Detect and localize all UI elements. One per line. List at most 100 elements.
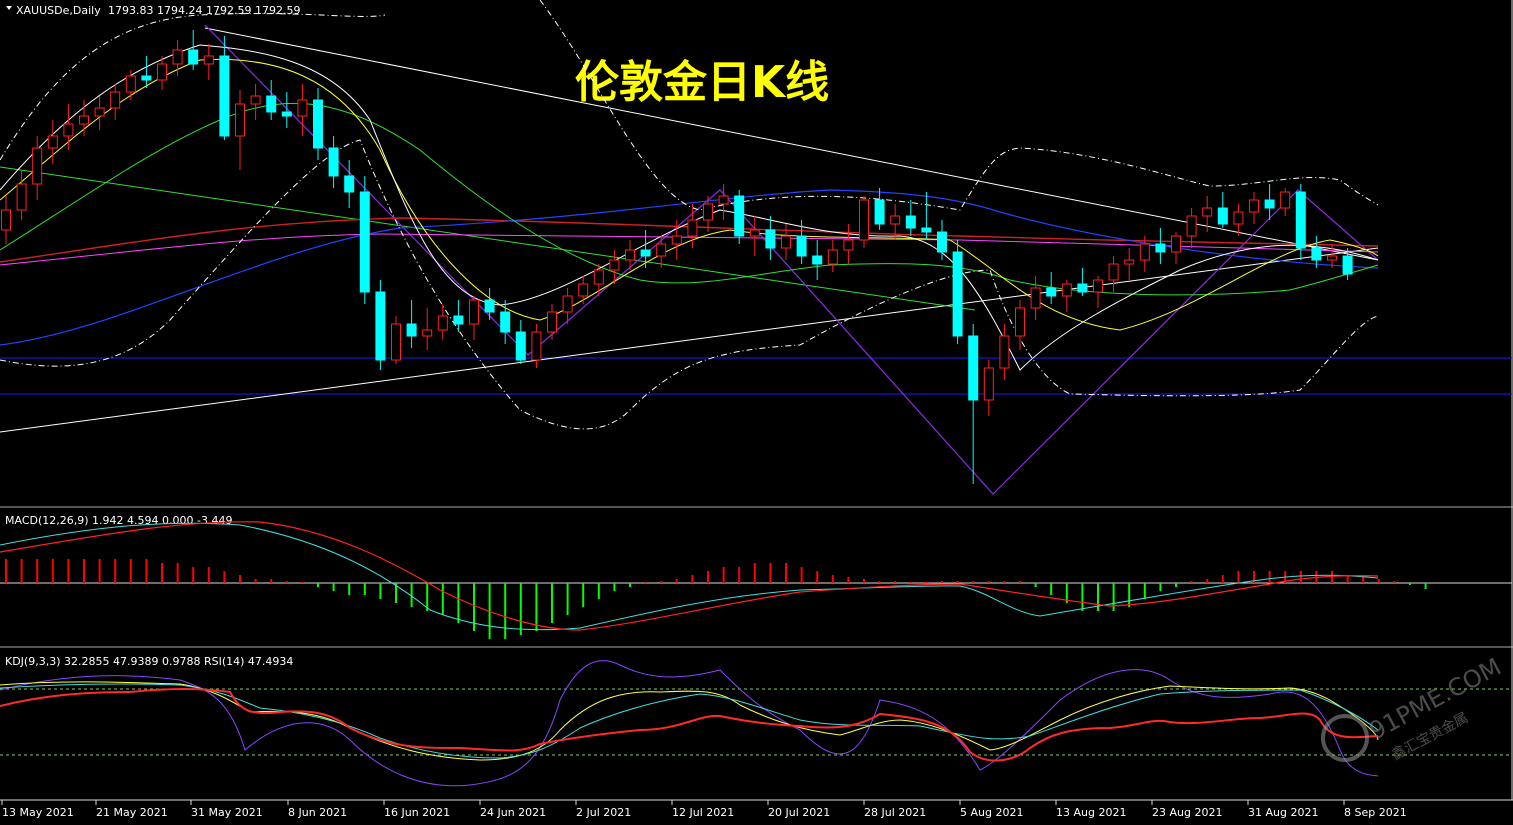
time-axis-label: 20 Jul 2021 bbox=[768, 806, 830, 819]
candle[interactable] bbox=[874, 188, 885, 230]
candle[interactable] bbox=[1139, 236, 1150, 272]
candle[interactable] bbox=[1327, 244, 1337, 268]
candle[interactable] bbox=[32, 136, 43, 200]
candle[interactable] bbox=[79, 100, 89, 136]
candle[interactable] bbox=[359, 176, 370, 304]
candle[interactable] bbox=[937, 220, 947, 260]
candle[interactable] bbox=[843, 224, 854, 264]
candle-body bbox=[734, 195, 745, 237]
candle[interactable] bbox=[1202, 196, 1213, 232]
macd-histogram bbox=[5, 559, 1427, 639]
candle[interactable] bbox=[219, 36, 230, 140]
candle[interactable] bbox=[313, 88, 323, 160]
candle[interactable] bbox=[1233, 204, 1244, 236]
candle[interactable] bbox=[203, 44, 214, 80]
candle[interactable] bbox=[1342, 248, 1353, 280]
candle[interactable] bbox=[1249, 192, 1259, 224]
candle[interactable] bbox=[905, 200, 916, 236]
candle[interactable] bbox=[469, 296, 479, 340]
candle[interactable] bbox=[266, 80, 277, 120]
candle[interactable] bbox=[1015, 300, 1025, 350]
candle-body bbox=[125, 75, 136, 93]
candle[interactable] bbox=[297, 84, 308, 136]
candle[interactable] bbox=[890, 204, 901, 240]
candle[interactable] bbox=[1030, 276, 1041, 320]
candle[interactable] bbox=[749, 216, 760, 256]
candle[interactable] bbox=[1264, 184, 1275, 220]
candle[interactable] bbox=[625, 240, 635, 270]
candle[interactable] bbox=[562, 288, 573, 324]
candle[interactable] bbox=[188, 30, 199, 70]
candle[interactable] bbox=[859, 196, 869, 248]
candle[interactable] bbox=[703, 196, 713, 232]
candle[interactable] bbox=[281, 92, 292, 128]
candle[interactable] bbox=[157, 56, 167, 90]
candle[interactable] bbox=[1093, 276, 1103, 308]
candle[interactable] bbox=[1186, 208, 1197, 248]
candle[interactable] bbox=[531, 324, 542, 368]
candle[interactable] bbox=[1280, 188, 1291, 216]
candle[interactable] bbox=[47, 120, 58, 164]
candle[interactable] bbox=[94, 96, 105, 130]
candle[interactable] bbox=[1295, 184, 1306, 260]
candle[interactable] bbox=[63, 104, 74, 150]
candle[interactable] bbox=[609, 250, 620, 284]
candle[interactable] bbox=[921, 192, 932, 240]
candle[interactable] bbox=[593, 264, 604, 296]
candle-body bbox=[1, 209, 11, 231]
candle-body bbox=[968, 335, 979, 401]
candle[interactable] bbox=[344, 160, 355, 208]
candle-body bbox=[1233, 211, 1244, 225]
candle[interactable] bbox=[16, 170, 27, 220]
candle[interactable] bbox=[734, 190, 745, 244]
candle[interactable] bbox=[687, 204, 698, 248]
candle[interactable] bbox=[1217, 192, 1228, 228]
candle[interactable] bbox=[796, 220, 807, 264]
candle[interactable] bbox=[141, 56, 152, 88]
candle[interactable] bbox=[812, 240, 823, 280]
support-trendline[interactable] bbox=[0, 247, 1379, 433]
candle[interactable] bbox=[406, 300, 417, 348]
candle[interactable] bbox=[1311, 236, 1322, 268]
candle[interactable] bbox=[391, 316, 401, 364]
candle[interactable] bbox=[125, 70, 136, 100]
resistance-trendline[interactable] bbox=[204, 27, 1379, 261]
candle[interactable] bbox=[640, 230, 651, 268]
candle-body bbox=[1015, 307, 1025, 337]
green-channel-line[interactable] bbox=[0, 166, 976, 311]
symbol-menu-icon[interactable] bbox=[6, 6, 12, 10]
candle[interactable] bbox=[422, 308, 433, 350]
candle[interactable] bbox=[500, 300, 511, 344]
candle[interactable] bbox=[515, 320, 526, 364]
candle[interactable] bbox=[328, 136, 339, 188]
candle[interactable] bbox=[110, 84, 121, 120]
candle[interactable] bbox=[547, 304, 557, 340]
candle[interactable] bbox=[250, 84, 261, 120]
candle[interactable] bbox=[671, 220, 682, 260]
candle[interactable] bbox=[827, 240, 838, 272]
candle[interactable] bbox=[718, 184, 729, 220]
candle[interactable] bbox=[375, 280, 386, 370]
candle[interactable] bbox=[1, 196, 11, 244]
candle[interactable] bbox=[235, 90, 245, 170]
candle[interactable] bbox=[1077, 268, 1088, 296]
candle[interactable] bbox=[1155, 228, 1166, 264]
candle[interactable] bbox=[1046, 272, 1057, 304]
candle[interactable] bbox=[983, 360, 994, 416]
candle[interactable] bbox=[437, 304, 448, 340]
candle[interactable] bbox=[952, 240, 963, 344]
candle[interactable] bbox=[781, 224, 791, 260]
candle[interactable] bbox=[578, 276, 589, 304]
candle[interactable] bbox=[1061, 280, 1072, 312]
candle[interactable] bbox=[656, 236, 667, 268]
candle[interactable] bbox=[765, 216, 776, 260]
candle[interactable] bbox=[1171, 232, 1181, 264]
candle[interactable] bbox=[1108, 256, 1119, 292]
candle[interactable] bbox=[999, 324, 1010, 380]
candle[interactable] bbox=[968, 324, 979, 484]
candle[interactable] bbox=[1124, 248, 1135, 280]
candle[interactable] bbox=[484, 288, 495, 320]
candle[interactable] bbox=[453, 300, 464, 332]
candle[interactable] bbox=[172, 40, 183, 76]
